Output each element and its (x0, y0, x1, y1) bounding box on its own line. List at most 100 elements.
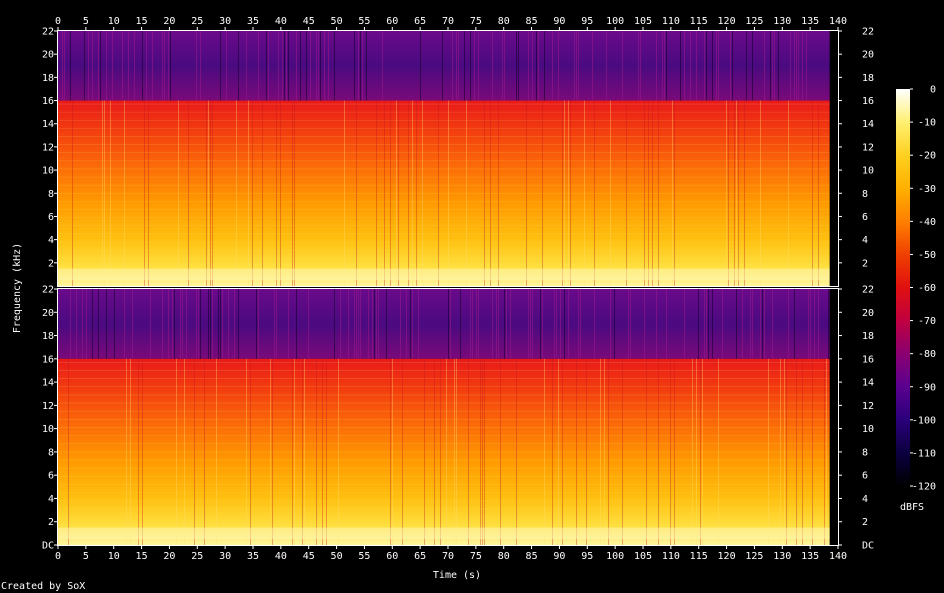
texture-streak (680, 31, 681, 101)
texture-streak (138, 358, 139, 545)
texture-streak (544, 31, 545, 101)
texture-streak (362, 31, 363, 101)
texture-streak (562, 100, 563, 286)
texture-streak (614, 289, 615, 359)
x-ticks-top: 0 5 10 15 20 25 30 35 40 45 50 55 60 65 70 75 80 85 90 95 10… (55, 16, 847, 31)
texture-streak (456, 31, 457, 101)
x-tick-label: 45 (303, 16, 315, 27)
x-tick-label: 5 (83, 16, 89, 27)
y-tick-label: 18 (862, 73, 874, 84)
x-tick-label: 125 (745, 16, 763, 27)
texture-streak (584, 100, 585, 286)
texture-streak (764, 31, 765, 101)
texture-streak (640, 31, 641, 101)
texture-streak (788, 289, 789, 359)
texture-streak (250, 358, 251, 545)
texture-streak (544, 358, 545, 545)
texture-streak (188, 100, 189, 286)
x-tick-label: 55 (358, 16, 370, 27)
texture-streak (272, 358, 273, 545)
x-tick-label: 35 (247, 551, 259, 562)
texture-streak (644, 289, 645, 359)
texture-streak (398, 100, 399, 286)
texture-streak (684, 289, 685, 359)
texture-streak (532, 31, 533, 101)
y-tick-label: 22 (862, 285, 874, 296)
texture-streak (440, 358, 441, 545)
texture-streak (464, 31, 465, 101)
colorbar-tick-label: -30 (918, 184, 936, 195)
texture-streak (402, 358, 403, 545)
texture-streak (472, 289, 473, 359)
texture-streak (706, 289, 707, 359)
texture-streak (630, 289, 631, 359)
texture-streak (738, 100, 739, 286)
texture-streak (360, 289, 361, 359)
texture-streak (448, 289, 449, 359)
texture-streak (408, 100, 409, 286)
texture-streak (186, 289, 187, 359)
texture-streak (476, 289, 477, 359)
texture-streak (664, 31, 665, 101)
texture-streak (784, 358, 785, 545)
x-tick-label: 50 (331, 551, 343, 562)
y-tick-label: 12 (862, 142, 874, 153)
texture-streak (316, 358, 317, 545)
texture-streak (684, 31, 685, 101)
low-band (58, 100, 830, 286)
x-tick-label: 10 (108, 551, 120, 562)
texture-streak (134, 31, 135, 101)
colorbar-tick-label: 0 (930, 85, 936, 96)
texture-streak (458, 31, 459, 101)
texture-streak (718, 31, 719, 101)
texture-streak (102, 100, 103, 286)
y-tick-label: 6 (48, 471, 54, 482)
texture-streak (564, 100, 565, 286)
y-tick-label: DC (862, 541, 874, 552)
x-tick-label: 65 (414, 551, 426, 562)
texture-streak (490, 100, 491, 286)
texture-streak (780, 358, 781, 545)
texture-streak (824, 358, 825, 545)
texture-streak (606, 31, 607, 101)
texture-streak (790, 31, 791, 101)
texture-streak (448, 100, 449, 286)
texture-streak (452, 31, 453, 101)
texture-streak (734, 100, 735, 286)
texture-streak (478, 31, 479, 101)
texture-streak (638, 31, 639, 101)
texture-streak (208, 289, 209, 359)
texture-streak (318, 31, 319, 101)
texture-streak (526, 100, 527, 286)
texture-streak (114, 289, 115, 359)
texture-streak (788, 100, 789, 286)
texture-streak (764, 289, 765, 359)
x-tick-label: 25 (191, 551, 203, 562)
texture-streak (504, 31, 505, 101)
texture-streak (358, 289, 359, 359)
texture-streak (308, 289, 309, 359)
x-tick-label: 90 (553, 16, 565, 27)
texture-streak (704, 289, 705, 359)
texture-streak (628, 289, 629, 359)
x-tick-label: 40 (275, 16, 287, 27)
texture-streak (302, 358, 303, 545)
texture-streak (112, 31, 113, 101)
texture-streak (794, 31, 795, 101)
texture-streak (496, 289, 497, 359)
texture-streak (568, 289, 569, 359)
texture-streak (106, 289, 107, 359)
high-band (58, 289, 830, 359)
texture-streak (770, 31, 771, 101)
texture-streak (174, 289, 175, 359)
x-tick-label: 105 (634, 16, 652, 27)
texture-streak (228, 289, 229, 359)
x-tick-label: 140 (829, 551, 847, 562)
texture-streak (706, 31, 707, 101)
texture-streak (62, 31, 63, 101)
texture-streak (516, 31, 517, 101)
x-tick-label: 130 (773, 16, 791, 27)
texture-streak (712, 289, 713, 359)
texture-streak (110, 100, 111, 286)
x-tick-label: 80 (498, 16, 510, 27)
